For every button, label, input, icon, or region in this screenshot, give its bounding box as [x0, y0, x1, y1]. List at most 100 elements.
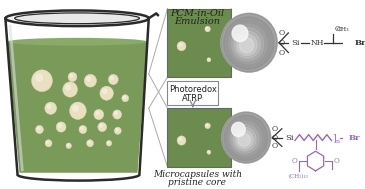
Circle shape [56, 122, 66, 132]
Circle shape [235, 130, 253, 149]
Text: PCM-in-Oil: PCM-in-Oil [170, 9, 224, 18]
Text: n: n [336, 139, 340, 144]
Circle shape [177, 42, 186, 51]
Ellipse shape [15, 13, 139, 24]
Circle shape [73, 105, 78, 111]
Circle shape [205, 123, 210, 129]
Text: O: O [272, 142, 278, 150]
Circle shape [98, 122, 107, 132]
Circle shape [45, 102, 57, 114]
Text: O: O [292, 157, 298, 165]
Polygon shape [168, 9, 231, 77]
Circle shape [177, 136, 186, 145]
Text: O: O [272, 125, 278, 133]
Circle shape [224, 115, 268, 161]
Text: O: O [334, 25, 340, 33]
Text: ]: ] [333, 133, 336, 142]
Circle shape [84, 74, 96, 87]
Circle shape [107, 142, 109, 143]
Polygon shape [7, 42, 147, 173]
Circle shape [207, 58, 211, 62]
Circle shape [234, 31, 261, 58]
Circle shape [79, 125, 87, 134]
Circle shape [35, 125, 43, 134]
Circle shape [229, 24, 267, 64]
Text: Photoredox: Photoredox [169, 85, 217, 94]
Circle shape [223, 17, 274, 69]
Text: O: O [278, 49, 285, 57]
Circle shape [70, 74, 73, 77]
Circle shape [222, 112, 270, 163]
Circle shape [87, 140, 93, 147]
Circle shape [108, 74, 118, 84]
Text: CH₃: CH₃ [337, 27, 349, 32]
Circle shape [232, 25, 248, 42]
Text: O: O [278, 29, 285, 37]
Circle shape [37, 127, 40, 130]
Circle shape [226, 118, 265, 158]
Text: O: O [272, 134, 278, 142]
Text: ATRP: ATRP [182, 94, 203, 103]
Text: O: O [333, 157, 339, 165]
Polygon shape [168, 81, 218, 105]
Circle shape [114, 127, 121, 134]
Circle shape [207, 150, 211, 154]
Circle shape [70, 102, 86, 119]
Circle shape [66, 143, 72, 149]
Circle shape [122, 95, 128, 102]
Text: Br: Br [348, 134, 360, 142]
Circle shape [115, 112, 117, 115]
Circle shape [208, 59, 209, 60]
Circle shape [46, 141, 49, 143]
Circle shape [221, 13, 277, 72]
Circle shape [237, 34, 257, 56]
Circle shape [179, 138, 182, 141]
Circle shape [68, 72, 77, 81]
Ellipse shape [5, 10, 149, 26]
Circle shape [205, 26, 210, 32]
Text: Emulsion: Emulsion [174, 17, 220, 26]
Circle shape [206, 27, 208, 29]
Circle shape [116, 129, 118, 131]
Circle shape [226, 20, 270, 67]
Circle shape [58, 124, 61, 127]
Circle shape [87, 77, 91, 81]
Text: O: O [278, 39, 285, 47]
Circle shape [110, 76, 114, 80]
Text: NH: NH [311, 39, 324, 47]
Circle shape [63, 82, 77, 97]
Circle shape [100, 86, 114, 100]
Circle shape [233, 127, 256, 151]
Text: pristine core: pristine core [169, 178, 226, 187]
Circle shape [231, 124, 259, 153]
Circle shape [66, 85, 70, 90]
Circle shape [96, 112, 99, 115]
Circle shape [179, 43, 182, 46]
Circle shape [229, 121, 262, 156]
Circle shape [36, 74, 42, 81]
Circle shape [47, 105, 51, 108]
Circle shape [103, 89, 107, 94]
Text: Si: Si [292, 39, 300, 47]
Ellipse shape [247, 47, 265, 56]
Text: (CH₂)₁₀: (CH₂)₁₀ [289, 174, 308, 179]
Text: Br: Br [355, 39, 365, 47]
Circle shape [67, 144, 69, 146]
Circle shape [113, 110, 122, 119]
Text: Microcapsules with: Microcapsules with [153, 170, 242, 179]
Text: Si: Si [285, 134, 293, 142]
Circle shape [221, 13, 277, 72]
Circle shape [231, 27, 264, 61]
Circle shape [206, 124, 208, 126]
Ellipse shape [245, 141, 260, 149]
Circle shape [88, 141, 90, 143]
Polygon shape [168, 108, 231, 167]
Circle shape [238, 133, 250, 146]
Circle shape [222, 112, 270, 163]
Circle shape [45, 140, 52, 147]
Circle shape [123, 96, 125, 98]
Circle shape [231, 122, 245, 136]
Circle shape [239, 38, 254, 53]
Circle shape [100, 124, 103, 127]
Circle shape [208, 151, 209, 152]
